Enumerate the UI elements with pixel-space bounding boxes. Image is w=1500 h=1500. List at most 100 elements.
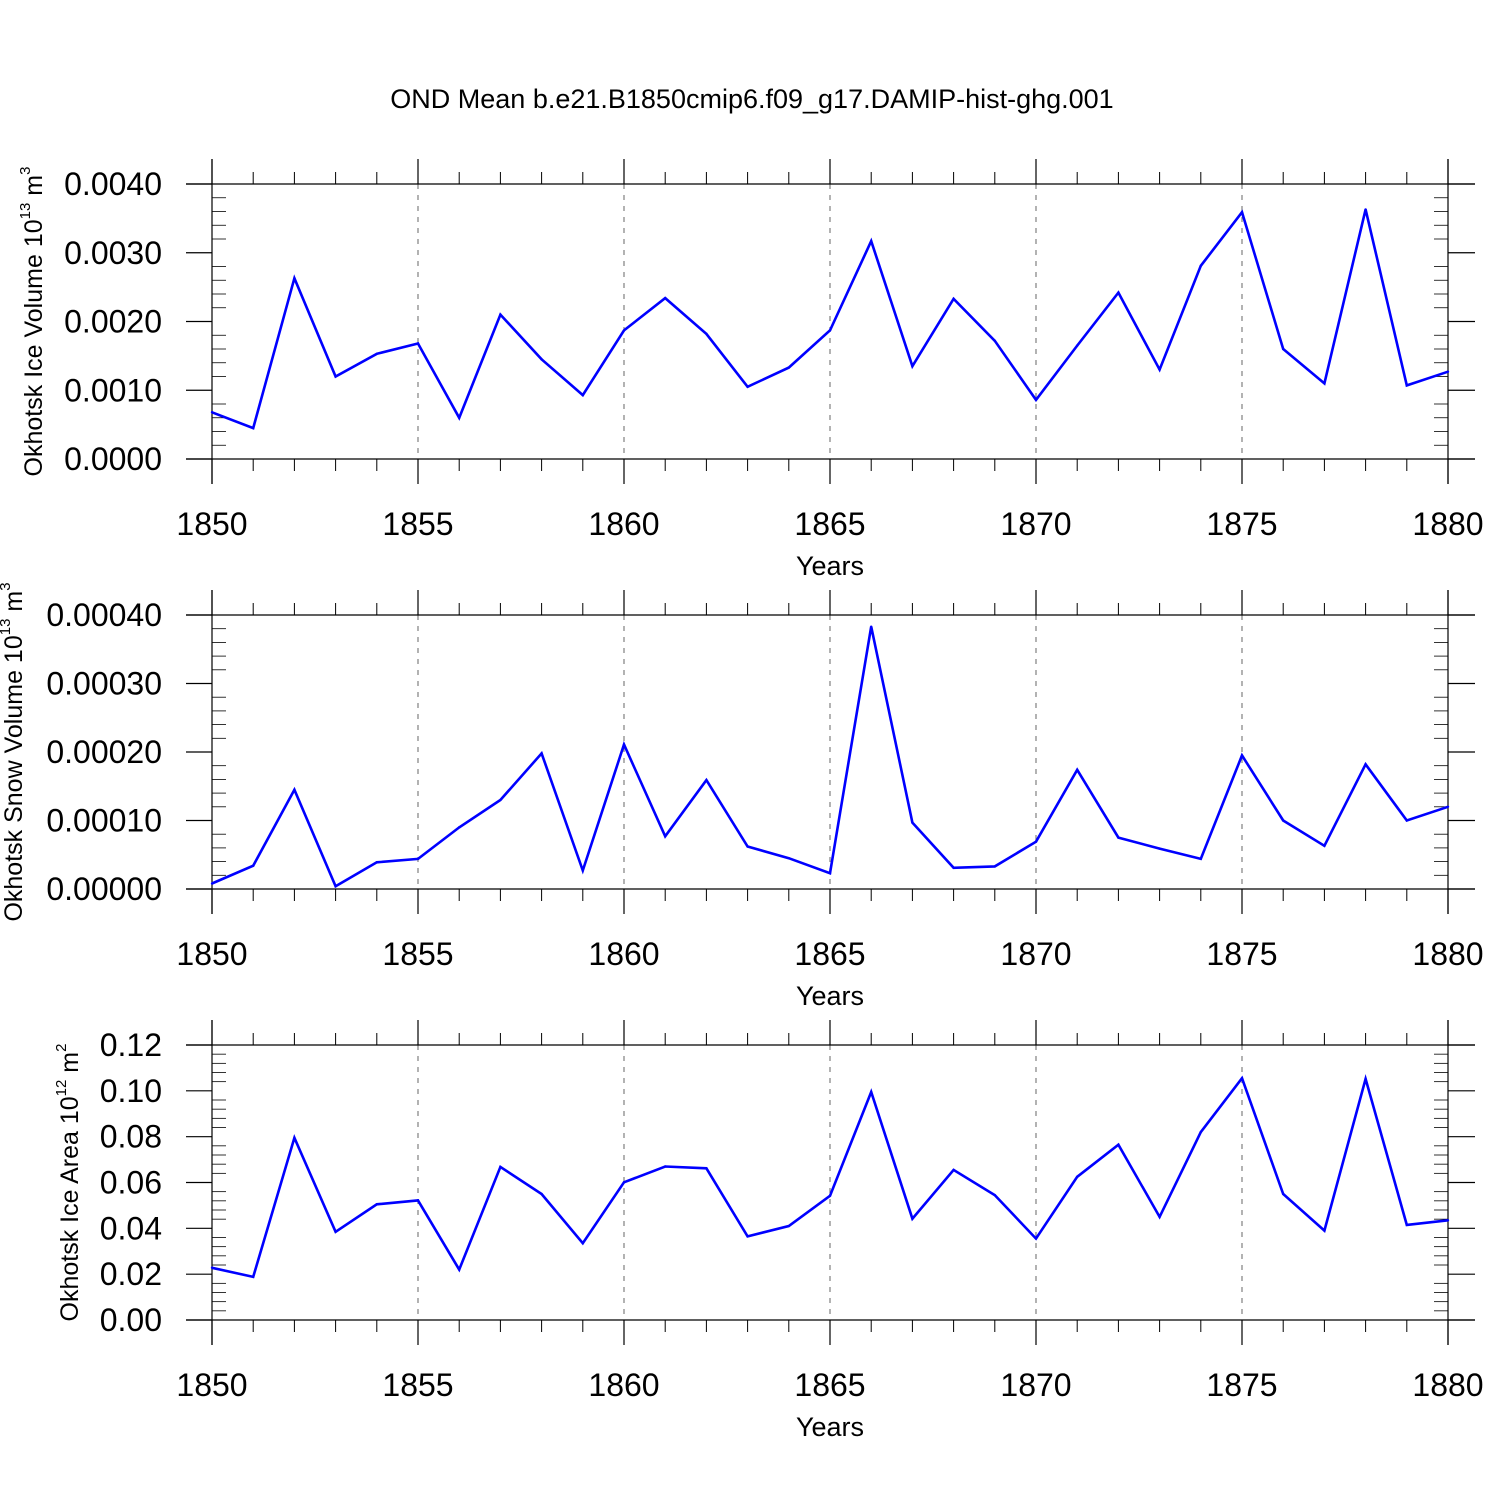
data-point (1364, 208, 1367, 211)
data-point (499, 1165, 502, 1169)
x-tick-label: 1860 (588, 506, 659, 542)
y-axis-label-text: Okhotsk Ice Area 10 (56, 1096, 84, 1321)
chart-panel-3: 0.00 0.02 0.04 0.06 0.08 0.10 0.12 1850 1855 1860… (53, 1020, 1484, 1442)
data-point (1323, 382, 1326, 385)
x-tick-label: 1865 (794, 1367, 865, 1403)
data-point (1117, 836, 1120, 839)
data-point (252, 1275, 255, 1279)
data-point (252, 864, 255, 867)
x-tick-label: 1880 (1412, 506, 1483, 542)
x-tick-label: 1855 (382, 1367, 453, 1403)
y-tick-label: 0.0000 (64, 441, 162, 477)
data-point (1240, 1077, 1244, 1080)
data-point (416, 1199, 420, 1202)
data-point (581, 393, 584, 397)
y-axis-label: Okhotsk Snow Volume 1013 m3 (0, 582, 28, 921)
data-point (458, 416, 461, 419)
data-point (664, 835, 667, 838)
y-axis-label-unit-exp: 2 (53, 1044, 70, 1052)
y-axis-label: Okhotsk Ice Area 1012 m2 (53, 1044, 84, 1322)
data-point (622, 1181, 626, 1184)
data-point (664, 1165, 667, 1168)
chart-panel-1: 0.0000 0.0010 0.0020 0.0030 0.0040 1850 1855 18… (17, 159, 1484, 581)
data-point (1282, 1192, 1285, 1196)
data-point (252, 426, 255, 430)
data-point (1158, 847, 1161, 850)
data-point (705, 1167, 708, 1170)
x-tick-label: 1865 (794, 506, 865, 542)
y-tick-label: 0.0040 (64, 166, 162, 202)
data-point (828, 1194, 832, 1197)
data-point (210, 1266, 214, 1269)
y-axis-label-unit-exp: 3 (17, 167, 34, 175)
y-tick-label: 0.0020 (64, 304, 162, 340)
y-tick-label: 0.00000 (46, 871, 162, 907)
data-point (1446, 805, 1450, 808)
data-point (1405, 384, 1409, 387)
data-point (581, 869, 584, 872)
x-tick-label: 1850 (176, 1367, 247, 1403)
x-axis-label: Years (796, 551, 864, 581)
chart-panels: 0.0000 0.0010 0.0020 0.0030 0.0040 1850 1855 18… (0, 159, 1484, 1442)
data-point (1405, 1223, 1409, 1227)
data-point (705, 332, 708, 336)
y-tick-label: 0.00020 (46, 734, 162, 770)
x-axis-label: Years (796, 1412, 864, 1442)
chart-panel-2: 0.00000 0.00010 0.00020 0.00030 0.00040 1850 1… (0, 582, 1484, 1011)
y-tick-label: 0.00030 (46, 666, 162, 702)
x-tick-label: 1870 (1000, 936, 1071, 972)
data-point (293, 276, 296, 280)
data-point (746, 845, 749, 848)
figure-title: OND Mean b.e21.B1850cmip6.f09_g17.DAMIP-… (390, 84, 1113, 114)
data-point (540, 752, 543, 755)
data-point (499, 798, 502, 802)
data-point (293, 788, 296, 791)
data-point (1323, 844, 1326, 848)
y-axis-label-unit: m (0, 591, 28, 619)
data-point (787, 856, 790, 860)
data-point (1158, 368, 1161, 371)
y-tick-label: 0.00010 (46, 803, 162, 839)
data-point (1076, 768, 1079, 772)
data-point (1034, 840, 1038, 843)
data-point (622, 329, 626, 332)
data-point (293, 1136, 296, 1140)
data-point (993, 339, 996, 342)
y-axis-label-exp: 12 (53, 1080, 70, 1097)
data-point (334, 1230, 337, 1233)
data-point (210, 411, 214, 414)
x-tick-label: 1875 (1206, 936, 1277, 972)
y-tick-label: 0.12 (100, 1027, 162, 1063)
data-point (952, 1168, 955, 1172)
data-point (911, 364, 914, 368)
data-point (458, 1268, 461, 1271)
x-tick-label: 1870 (1000, 506, 1071, 542)
data-point (210, 882, 214, 885)
data-point (622, 743, 626, 746)
data-point (416, 857, 420, 861)
y-axis-label-exp: 13 (0, 619, 14, 636)
data-point (952, 866, 955, 869)
y-tick-label: 0.00040 (46, 597, 162, 633)
data-point (1323, 1229, 1326, 1232)
y-tick-label: 0.10 (100, 1073, 162, 1109)
data-point (416, 342, 420, 345)
data-point (581, 1242, 584, 1245)
data-point (540, 358, 543, 361)
data-point (911, 1217, 914, 1220)
y-axis-label-text: Okhotsk Ice Volume 10 (20, 219, 48, 476)
y-tick-label: 0.08 (100, 1119, 162, 1155)
x-tick-label: 1850 (176, 936, 247, 972)
y-axis-label-unit: m (20, 175, 48, 203)
data-point (1034, 398, 1038, 402)
data-point (952, 297, 955, 301)
x-tick-label: 1855 (382, 506, 453, 542)
data-point (1199, 264, 1203, 268)
x-tick-label: 1880 (1412, 936, 1483, 972)
x-tick-label: 1860 (588, 936, 659, 972)
y-axis-label-unit: m (56, 1052, 84, 1080)
data-point (1405, 819, 1409, 822)
data-point (911, 821, 914, 824)
data-point (499, 313, 502, 316)
